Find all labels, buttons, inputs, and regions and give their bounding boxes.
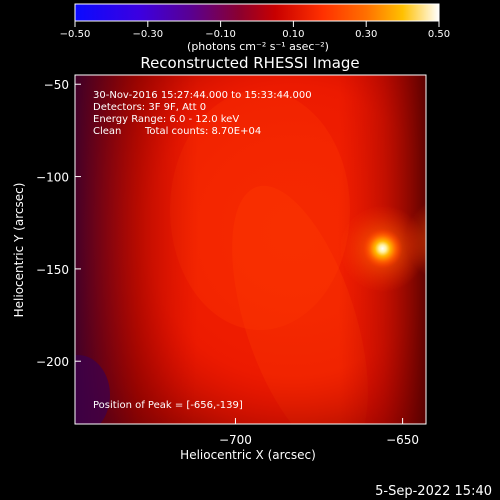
- plot-frame: [74, 74, 427, 425]
- annotation-time-range: 30-Nov-2016 15:27:44.000 to 15:33:44.000: [93, 90, 312, 101]
- y-tick-label: −100: [36, 171, 69, 185]
- y-tick-label: −150: [36, 263, 69, 277]
- source-glow: [405, 201, 426, 277]
- source-peak: [362, 228, 403, 269]
- x-tick-label: −650: [386, 433, 419, 447]
- annotation-detectors: Detectors: 3F 9F, Att 0: [93, 102, 206, 113]
- colorbar: [74, 3, 440, 22]
- x-tick-label: −700: [219, 433, 252, 447]
- colorbar-tick-label: 0.30: [355, 29, 377, 40]
- colorbar-tick-label: 0.50: [428, 29, 450, 40]
- chart-title: Reconstructed RHESSI Image: [140, 54, 359, 72]
- colorbar-unit-label: (photons cm⁻² s⁻¹ asec⁻²): [187, 40, 329, 53]
- y-tick-label: −200: [36, 355, 69, 369]
- colorbar-ticks: −0.50 −0.30 −0.10 0.10 0.30 0.50: [60, 21, 450, 40]
- source-peak: [430, 220, 469, 259]
- annotation-clean: Clean: [93, 126, 121, 137]
- colorbar-tick-label: −0.30: [132, 29, 163, 40]
- annotation-peak-position: Position of Peak = [-656,-139]: [93, 400, 243, 411]
- y-axis-ticks: −50 −100 −150 −200: [36, 78, 81, 369]
- heatmap-image: [75, 75, 469, 424]
- x-axis-label: Heliocentric X (arcsec): [180, 448, 316, 462]
- annotation-energy-range: Energy Range: 6.0 - 12.0 keV: [93, 114, 239, 125]
- colorbar-tick-label: −0.50: [60, 29, 91, 40]
- x-axis-ticks: −700−650−600: [219, 418, 419, 447]
- annotation-total-counts: Total counts: 8.70E+04: [144, 126, 261, 137]
- y-axis-label: Heliocentric Y (arcsec): [12, 183, 26, 318]
- colorbar-tick-label: 0.10: [282, 29, 304, 40]
- y-tick-label: −50: [44, 78, 69, 92]
- footer-date: 5-Sep-2022 15:40: [375, 484, 492, 499]
- colorbar-tick-label: −0.10: [205, 29, 236, 40]
